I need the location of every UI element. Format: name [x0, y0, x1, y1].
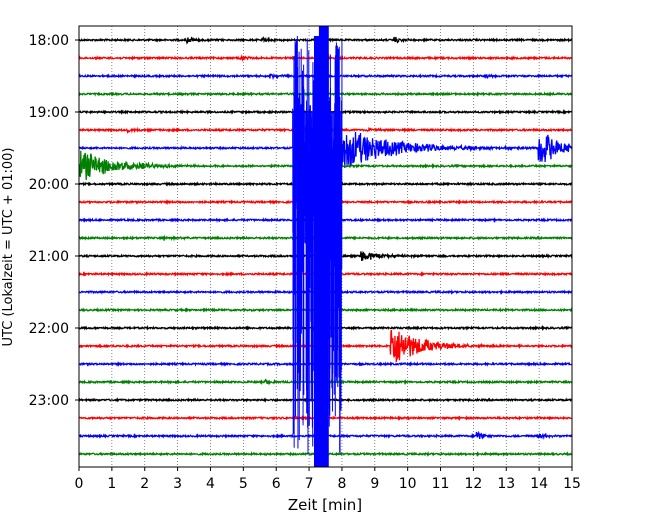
y-tick-label: 23:00 — [29, 393, 69, 409]
y-axis-label: UTC (Lokalzeit = UTC + 01:00) — [1, 148, 16, 347]
y-axis-ticks: 18:00 19:00 20:00 21:00 22:00 23:00 — [29, 33, 79, 409]
x-tick-label: 4 — [206, 476, 215, 492]
y-tick-label: 21:00 — [29, 249, 69, 265]
x-tick-label: 8 — [337, 476, 346, 492]
x-tick-label: 14 — [530, 476, 548, 492]
x-tick-label: 9 — [370, 476, 379, 492]
x-tick-label: 1 — [107, 476, 116, 492]
y-tick-label: 19:00 — [29, 105, 69, 121]
x-tick-label: 2 — [140, 476, 149, 492]
x-tick-label: 10 — [399, 476, 417, 492]
y-tick-label: 22:00 — [29, 321, 69, 337]
x-axis-ticks: 0 1 2 3 4 5 6 7 8 9 10 11 12 13 14 15 — [75, 467, 581, 492]
x-axis-label: Zeit [min] — [288, 496, 362, 514]
x-tick-label: 3 — [173, 476, 182, 492]
major-event-body — [292, 112, 342, 202]
x-tick-label: 12 — [464, 476, 482, 492]
x-tick-label: 5 — [239, 476, 248, 492]
y-tick-label: 20:00 — [29, 177, 69, 193]
x-tick-label: 0 — [75, 476, 84, 492]
x-tick-label: 15 — [563, 476, 581, 492]
x-tick-label: 6 — [272, 476, 281, 492]
y-tick-label: 18:00 — [29, 33, 69, 49]
x-tick-label: 13 — [497, 476, 515, 492]
plot-frame — [78, 25, 573, 468]
x-tick-label: 11 — [432, 476, 450, 492]
trace-group — [79, 26, 572, 467]
x-tick-label: 7 — [305, 476, 314, 492]
